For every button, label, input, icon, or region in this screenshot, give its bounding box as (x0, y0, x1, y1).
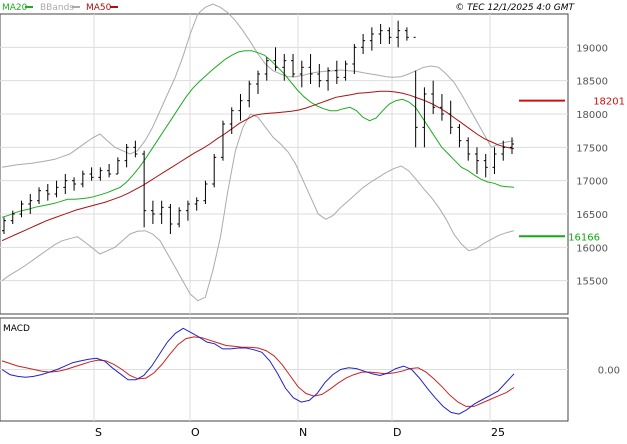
gridlines (0, 14, 568, 421)
macd-layer: 0.00 (0, 327, 620, 415)
support-resistance-layer: 18201 16166 (519, 97, 625, 243)
bbands-layer (1, 3, 515, 302)
date-axis: S O N D 25 (95, 426, 505, 439)
legend-ma20: MA20 (2, 3, 28, 13)
macd-signal-line (1, 336, 515, 407)
price-tick-label: 15500 (576, 277, 608, 288)
date-tick-label: O (191, 426, 200, 439)
price-bars-layer (2, 20, 514, 234)
date-tick-label: D (393, 426, 401, 439)
bbands-upper-line (1, 3, 515, 168)
bbands-lower-line (1, 113, 515, 302)
ma20-line (1, 50, 515, 218)
date-tick-label: S (95, 426, 102, 439)
price-tick-label: 16000 (576, 243, 608, 254)
copyright-stamp: © TEC 12/1/2025 4:0 GMT (455, 3, 575, 13)
price-tick-label: 18500 (576, 77, 608, 88)
price-tick-label: 16500 (576, 210, 608, 221)
date-tick-label: N (299, 426, 307, 439)
support-label: 16166 (568, 232, 600, 243)
macd-title: MACD (3, 324, 30, 334)
moving-averages-layer (1, 50, 515, 242)
price-tick-label: 17500 (576, 143, 608, 154)
macd-tick-label: 0.00 (598, 366, 620, 377)
legend-bbands: BBands (40, 3, 74, 13)
price-axis-labels: 19000 18500 18000 17500 17000 16500 16000 15500 (576, 43, 608, 287)
legend-ma50: MA50 (86, 3, 112, 13)
price-tick-label: 19000 (576, 43, 608, 54)
price-tick-label: 18000 (576, 110, 608, 121)
resistance-label: 18201 (593, 97, 625, 108)
price-tick-label: 17000 (576, 177, 608, 188)
macd-line (1, 327, 515, 415)
date-tick-label: 25 (491, 426, 505, 439)
ma50-line (1, 90, 515, 242)
